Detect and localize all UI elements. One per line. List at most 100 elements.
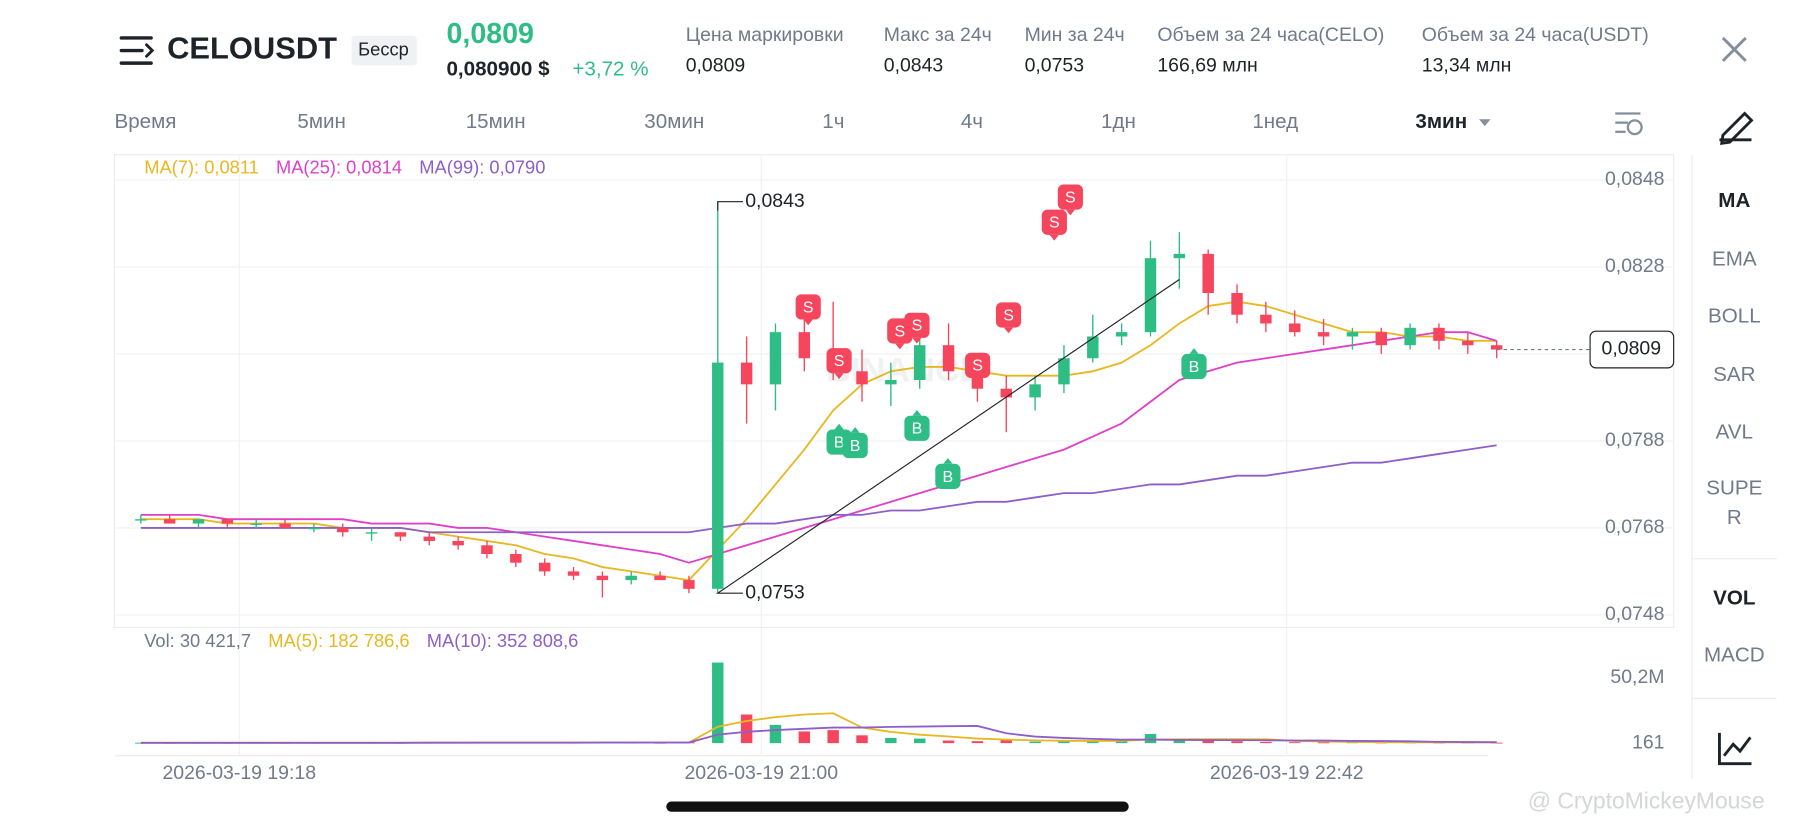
trade-marker bbox=[995, 302, 1022, 328]
candle-body bbox=[798, 332, 811, 359]
trade-marker bbox=[826, 348, 852, 374]
volume-bar bbox=[1289, 742, 1301, 744]
legend-entry: MA(5): 182 786,6 bbox=[268, 630, 409, 651]
indicator[interactable]: R bbox=[1727, 506, 1742, 529]
credit: @ CryptoMickeyMouse bbox=[1528, 788, 1765, 814]
candle-body bbox=[1000, 388, 1012, 398]
tab[interactable]: 15мин bbox=[466, 110, 526, 133]
trade-marker-tip bbox=[1049, 234, 1059, 241]
indicator[interactable]: EMA bbox=[1712, 247, 1757, 270]
trade-marker-tip bbox=[912, 409, 922, 416]
tab[interactable]: 5мин bbox=[297, 110, 346, 133]
compare-icon[interactable] bbox=[1718, 732, 1752, 766]
candle-body bbox=[1404, 327, 1416, 346]
volume-bar bbox=[1231, 741, 1243, 744]
ma-line bbox=[140, 331, 1497, 564]
tab[interactable]: 1нед bbox=[1252, 110, 1298, 133]
tab[interactable]: 4ч bbox=[961, 110, 983, 133]
stat-label: Цена маркировки bbox=[686, 24, 844, 46]
tab[interactable]: 3мин bbox=[1415, 110, 1467, 133]
volume-ma-line bbox=[140, 725, 1497, 744]
trade-marker-label: B bbox=[850, 437, 861, 455]
volume-bar bbox=[1173, 739, 1186, 744]
candle-body bbox=[769, 332, 782, 385]
indicator[interactable]: MACD bbox=[1704, 644, 1765, 667]
x-tick-label: 2026-03-19 21:00 bbox=[684, 762, 838, 784]
volume-legend: Vol: 30 421,7 bbox=[144, 630, 251, 651]
candle-body bbox=[712, 362, 724, 589]
candle-body bbox=[1087, 336, 1099, 359]
candle-body bbox=[625, 575, 637, 581]
indicator[interactable]: SAR bbox=[1713, 363, 1755, 386]
volume-bar bbox=[942, 740, 955, 744]
trade-marker-tip bbox=[943, 458, 953, 464]
trade-marker bbox=[904, 415, 930, 441]
stat-label: Мин за 24ч bbox=[1025, 24, 1125, 46]
last-price: 0,0809 bbox=[446, 18, 534, 50]
volume-bar bbox=[798, 731, 811, 744]
current-price-label: 0,0809 bbox=[1602, 338, 1662, 360]
draw-tool[interactable] bbox=[1719, 111, 1754, 145]
trade-marker-label: S bbox=[803, 298, 814, 316]
tab[interactable]: 30мин bbox=[644, 110, 704, 133]
y-tick-label: 0,0788 bbox=[1605, 429, 1665, 451]
candle-body bbox=[683, 580, 695, 589]
volume-bar bbox=[1087, 741, 1099, 744]
volume-tick-label: 161 bbox=[1632, 731, 1664, 753]
candle-body bbox=[1346, 332, 1359, 337]
indicator[interactable]: BOLL bbox=[1708, 305, 1761, 328]
indicator[interactable]: SUPE bbox=[1706, 476, 1762, 499]
trade-marker bbox=[935, 463, 961, 489]
candle-body bbox=[1375, 332, 1388, 346]
close-button[interactable] bbox=[1721, 36, 1747, 62]
indicator[interactable]: MA bbox=[1718, 189, 1750, 212]
candle-body bbox=[279, 523, 291, 528]
dropdown-arrow bbox=[1479, 119, 1491, 127]
trade-marker-tip bbox=[834, 373, 844, 380]
trade-marker-tip bbox=[912, 337, 922, 344]
tab[interactable]: 1дн bbox=[1101, 110, 1136, 133]
symbol: CELOUSDT bbox=[167, 31, 337, 66]
candle-body bbox=[192, 519, 205, 524]
trade-marker-label: S bbox=[1003, 306, 1014, 324]
trade-marker-tip bbox=[834, 423, 844, 430]
candle-body bbox=[1433, 327, 1445, 341]
trade-marker-tip bbox=[973, 377, 983, 384]
menu-icon[interactable] bbox=[119, 36, 155, 65]
ma-line bbox=[140, 444, 1497, 534]
tab[interactable]: 1ч bbox=[822, 110, 844, 133]
badge: Бесср bbox=[358, 38, 409, 59]
candle-body bbox=[942, 345, 955, 372]
stat-value: 0,0843 bbox=[884, 55, 944, 77]
trade-marker-label: B bbox=[912, 420, 923, 438]
candle-body bbox=[1462, 340, 1474, 346]
candle-body bbox=[510, 554, 522, 563]
candle-body bbox=[394, 532, 407, 537]
candle-body bbox=[538, 562, 551, 572]
candle-body bbox=[654, 575, 666, 581]
usd-price: 0,080900 $ bbox=[446, 57, 550, 80]
trade-marker-label: S bbox=[912, 317, 923, 335]
indicator[interactable]: VOL bbox=[1713, 586, 1755, 609]
candle-body bbox=[740, 362, 753, 385]
candle-body bbox=[423, 536, 436, 541]
trade-marker-label: B bbox=[834, 433, 845, 451]
chart-settings[interactable] bbox=[1615, 112, 1643, 136]
candle-body bbox=[1260, 314, 1272, 324]
stat-label: Объем за 24 часа(USDT) bbox=[1422, 24, 1649, 46]
stat-label: Макс за 24ч bbox=[884, 24, 992, 46]
candle-body bbox=[481, 545, 493, 555]
high-label: 0,0843 bbox=[745, 190, 804, 212]
volume-tick-label: 50,2M bbox=[1610, 666, 1664, 688]
volume-bar bbox=[769, 724, 782, 744]
candle-body bbox=[337, 527, 349, 533]
home-indicator bbox=[666, 801, 1129, 812]
volume-bar bbox=[1202, 739, 1214, 744]
candle-body bbox=[856, 371, 868, 385]
stat-value: 166,69 млн bbox=[1157, 55, 1257, 77]
indicator[interactable]: AVL bbox=[1716, 420, 1753, 443]
volume-bar bbox=[712, 662, 724, 744]
trade-marker bbox=[1041, 209, 1067, 235]
